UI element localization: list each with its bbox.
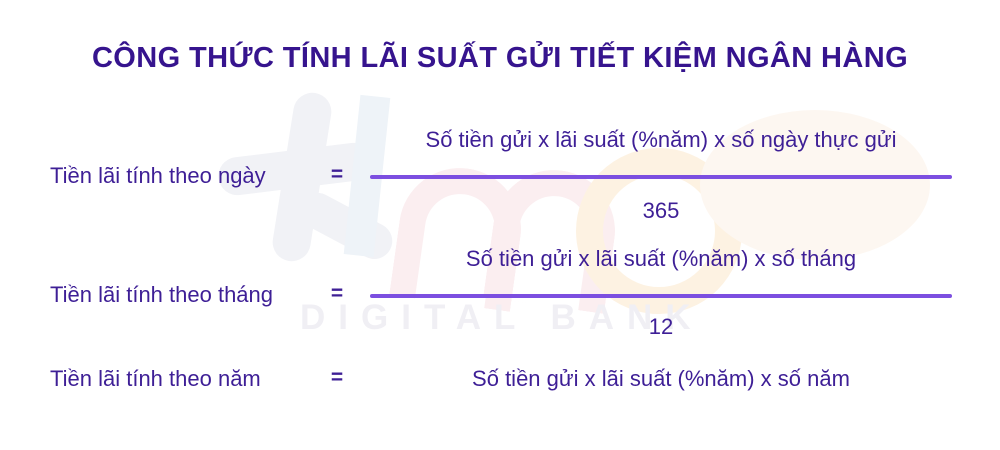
formula-expression-yearly: Số tiền gửi x lãi suất (%năm) x số năm <box>472 366 850 391</box>
fraction-denominator-monthly: 12 <box>648 314 674 339</box>
timo-logo-brush-blob <box>700 110 930 260</box>
page-title: CÔNG THỨC TÍNH LÃI SUẤT GỬI TIẾT KIỆM NG… <box>91 42 909 74</box>
fraction-numerator-monthly: Số tiền gửi x lãi suất (%năm) x số tháng <box>465 246 857 271</box>
watermark-brand-text: DIGITAL BANK <box>300 298 704 337</box>
formula-label-monthly: Tiền lãi tính theo tháng <box>50 282 274 307</box>
fraction-bar-daily <box>370 175 952 179</box>
equals-sign: = <box>330 282 344 305</box>
formula-label-daily: Tiền lãi tính theo ngày <box>50 163 266 188</box>
formula-label-yearly: Tiền lãi tính theo năm <box>50 366 261 391</box>
equals-sign: = <box>330 366 344 389</box>
fraction-bar-monthly <box>370 294 952 298</box>
fraction-denominator-daily: 365 <box>642 198 680 223</box>
fraction-numerator-daily: Số tiền gửi x lãi suất (%năm) x số ngày … <box>425 127 897 152</box>
equals-sign: = <box>330 163 344 186</box>
